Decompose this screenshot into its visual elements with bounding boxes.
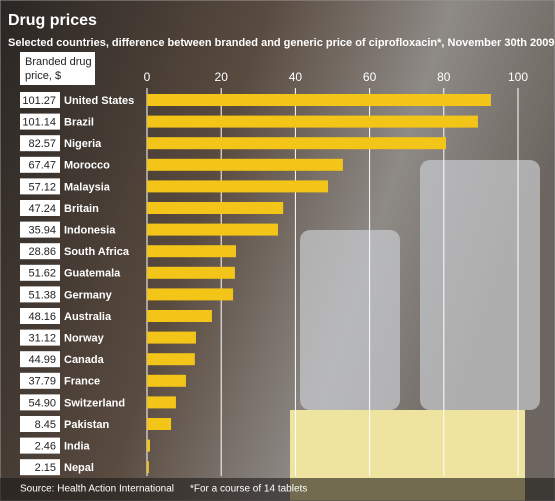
- branded-price: 44.99: [28, 354, 56, 366]
- bar: [147, 418, 172, 430]
- price-box: [20, 437, 60, 454]
- y-tick-label: Indonesia: [64, 225, 116, 237]
- blister-photo: [420, 160, 540, 410]
- price-box: [20, 113, 60, 130]
- branded-price: 51.38: [28, 289, 56, 301]
- bar: [147, 137, 447, 150]
- y-tick-label: Britain: [64, 203, 99, 215]
- branded-price: 101.14: [22, 117, 56, 129]
- y-tick-label: Norway: [64, 333, 105, 345]
- y-tick-label: Switzerland: [64, 397, 125, 409]
- price-box: [20, 92, 60, 108]
- bar: [147, 223, 278, 236]
- bar: [147, 245, 237, 258]
- y-tick-label: Malaysia: [64, 181, 111, 193]
- price-box: [20, 200, 60, 216]
- branded-price: 2.15: [35, 462, 56, 474]
- branded-price: 37.79: [28, 376, 56, 388]
- price-box: [20, 329, 60, 346]
- price-box: [20, 286, 60, 303]
- price-box: [20, 221, 60, 238]
- bar: [147, 331, 196, 344]
- y-tick-label: India: [64, 441, 91, 453]
- branded-price: 82.57: [28, 138, 56, 150]
- price-box: [20, 416, 60, 432]
- x-tick-label: 60: [363, 70, 377, 84]
- bar: [147, 115, 478, 128]
- x-tick-label: 0: [144, 70, 151, 84]
- price-box: [20, 372, 60, 389]
- bar: [147, 353, 195, 366]
- branded-price: 31.12: [28, 333, 56, 345]
- y-tick-label: South Africa: [64, 246, 130, 258]
- bar: [147, 461, 149, 474]
- branded-price: 47.24: [28, 203, 56, 215]
- branded-price: 2.46: [35, 441, 56, 453]
- y-tick-label: United States: [64, 95, 134, 107]
- bar: [147, 396, 176, 409]
- branded-price: 57.12: [28, 181, 56, 193]
- y-tick-label: Nepal: [64, 462, 94, 474]
- branded-price: 101.27: [22, 95, 56, 107]
- column-header: price, $: [25, 70, 61, 82]
- price-box: [20, 351, 60, 368]
- y-tick-label: Nigeria: [64, 138, 102, 150]
- chart-subtitle: Selected countries, difference between b…: [8, 37, 555, 49]
- branded-price: 8.45: [35, 419, 56, 431]
- x-tick-label: 80: [437, 70, 451, 84]
- y-tick-label: Canada: [64, 354, 105, 366]
- bar: [147, 310, 212, 322]
- price-box: [20, 156, 60, 173]
- y-tick-label: Australia: [64, 311, 112, 323]
- price-box: [20, 459, 60, 476]
- bar: [147, 94, 491, 106]
- column-header-box: [20, 52, 95, 85]
- x-tick-label: 40: [289, 70, 303, 84]
- y-tick-label: Pakistan: [64, 419, 110, 431]
- price-box: [20, 308, 60, 324]
- source-bar: [0, 478, 555, 501]
- source: Source: Health Action International: [20, 484, 174, 495]
- x-tick-label: 20: [215, 70, 229, 84]
- y-tick-label: France: [64, 376, 100, 388]
- y-tick-label: Morocco: [64, 160, 110, 172]
- column-header: Branded drug: [25, 56, 92, 68]
- bar: [147, 158, 343, 171]
- y-tick-label: Brazil: [64, 117, 94, 129]
- branded-price: 51.62: [28, 268, 56, 280]
- branded-price: 35.94: [28, 225, 56, 237]
- branded-price: 67.47: [28, 160, 56, 172]
- bar: [147, 439, 150, 452]
- x-tick-label: 100: [508, 70, 528, 84]
- bar: [147, 266, 235, 279]
- bar: [147, 202, 284, 214]
- branded-price: 54.90: [28, 397, 56, 409]
- price-box: [20, 264, 60, 281]
- price-box: [20, 178, 60, 195]
- branded-price: 28.86: [28, 246, 56, 258]
- y-tick-label: Guatemala: [64, 268, 121, 280]
- bar: [147, 288, 234, 301]
- blister-photo: [300, 230, 400, 410]
- y-tick-label: Germany: [64, 289, 113, 301]
- bar: [147, 180, 329, 193]
- branded-price: 48.16: [28, 311, 56, 323]
- price-box: [20, 135, 60, 152]
- footnote: *For a course of 14 tablets: [190, 484, 307, 495]
- bar: [147, 374, 186, 387]
- price-box: [20, 394, 60, 411]
- chart-title: Drug prices: [8, 12, 97, 29]
- price-box: [20, 243, 60, 260]
